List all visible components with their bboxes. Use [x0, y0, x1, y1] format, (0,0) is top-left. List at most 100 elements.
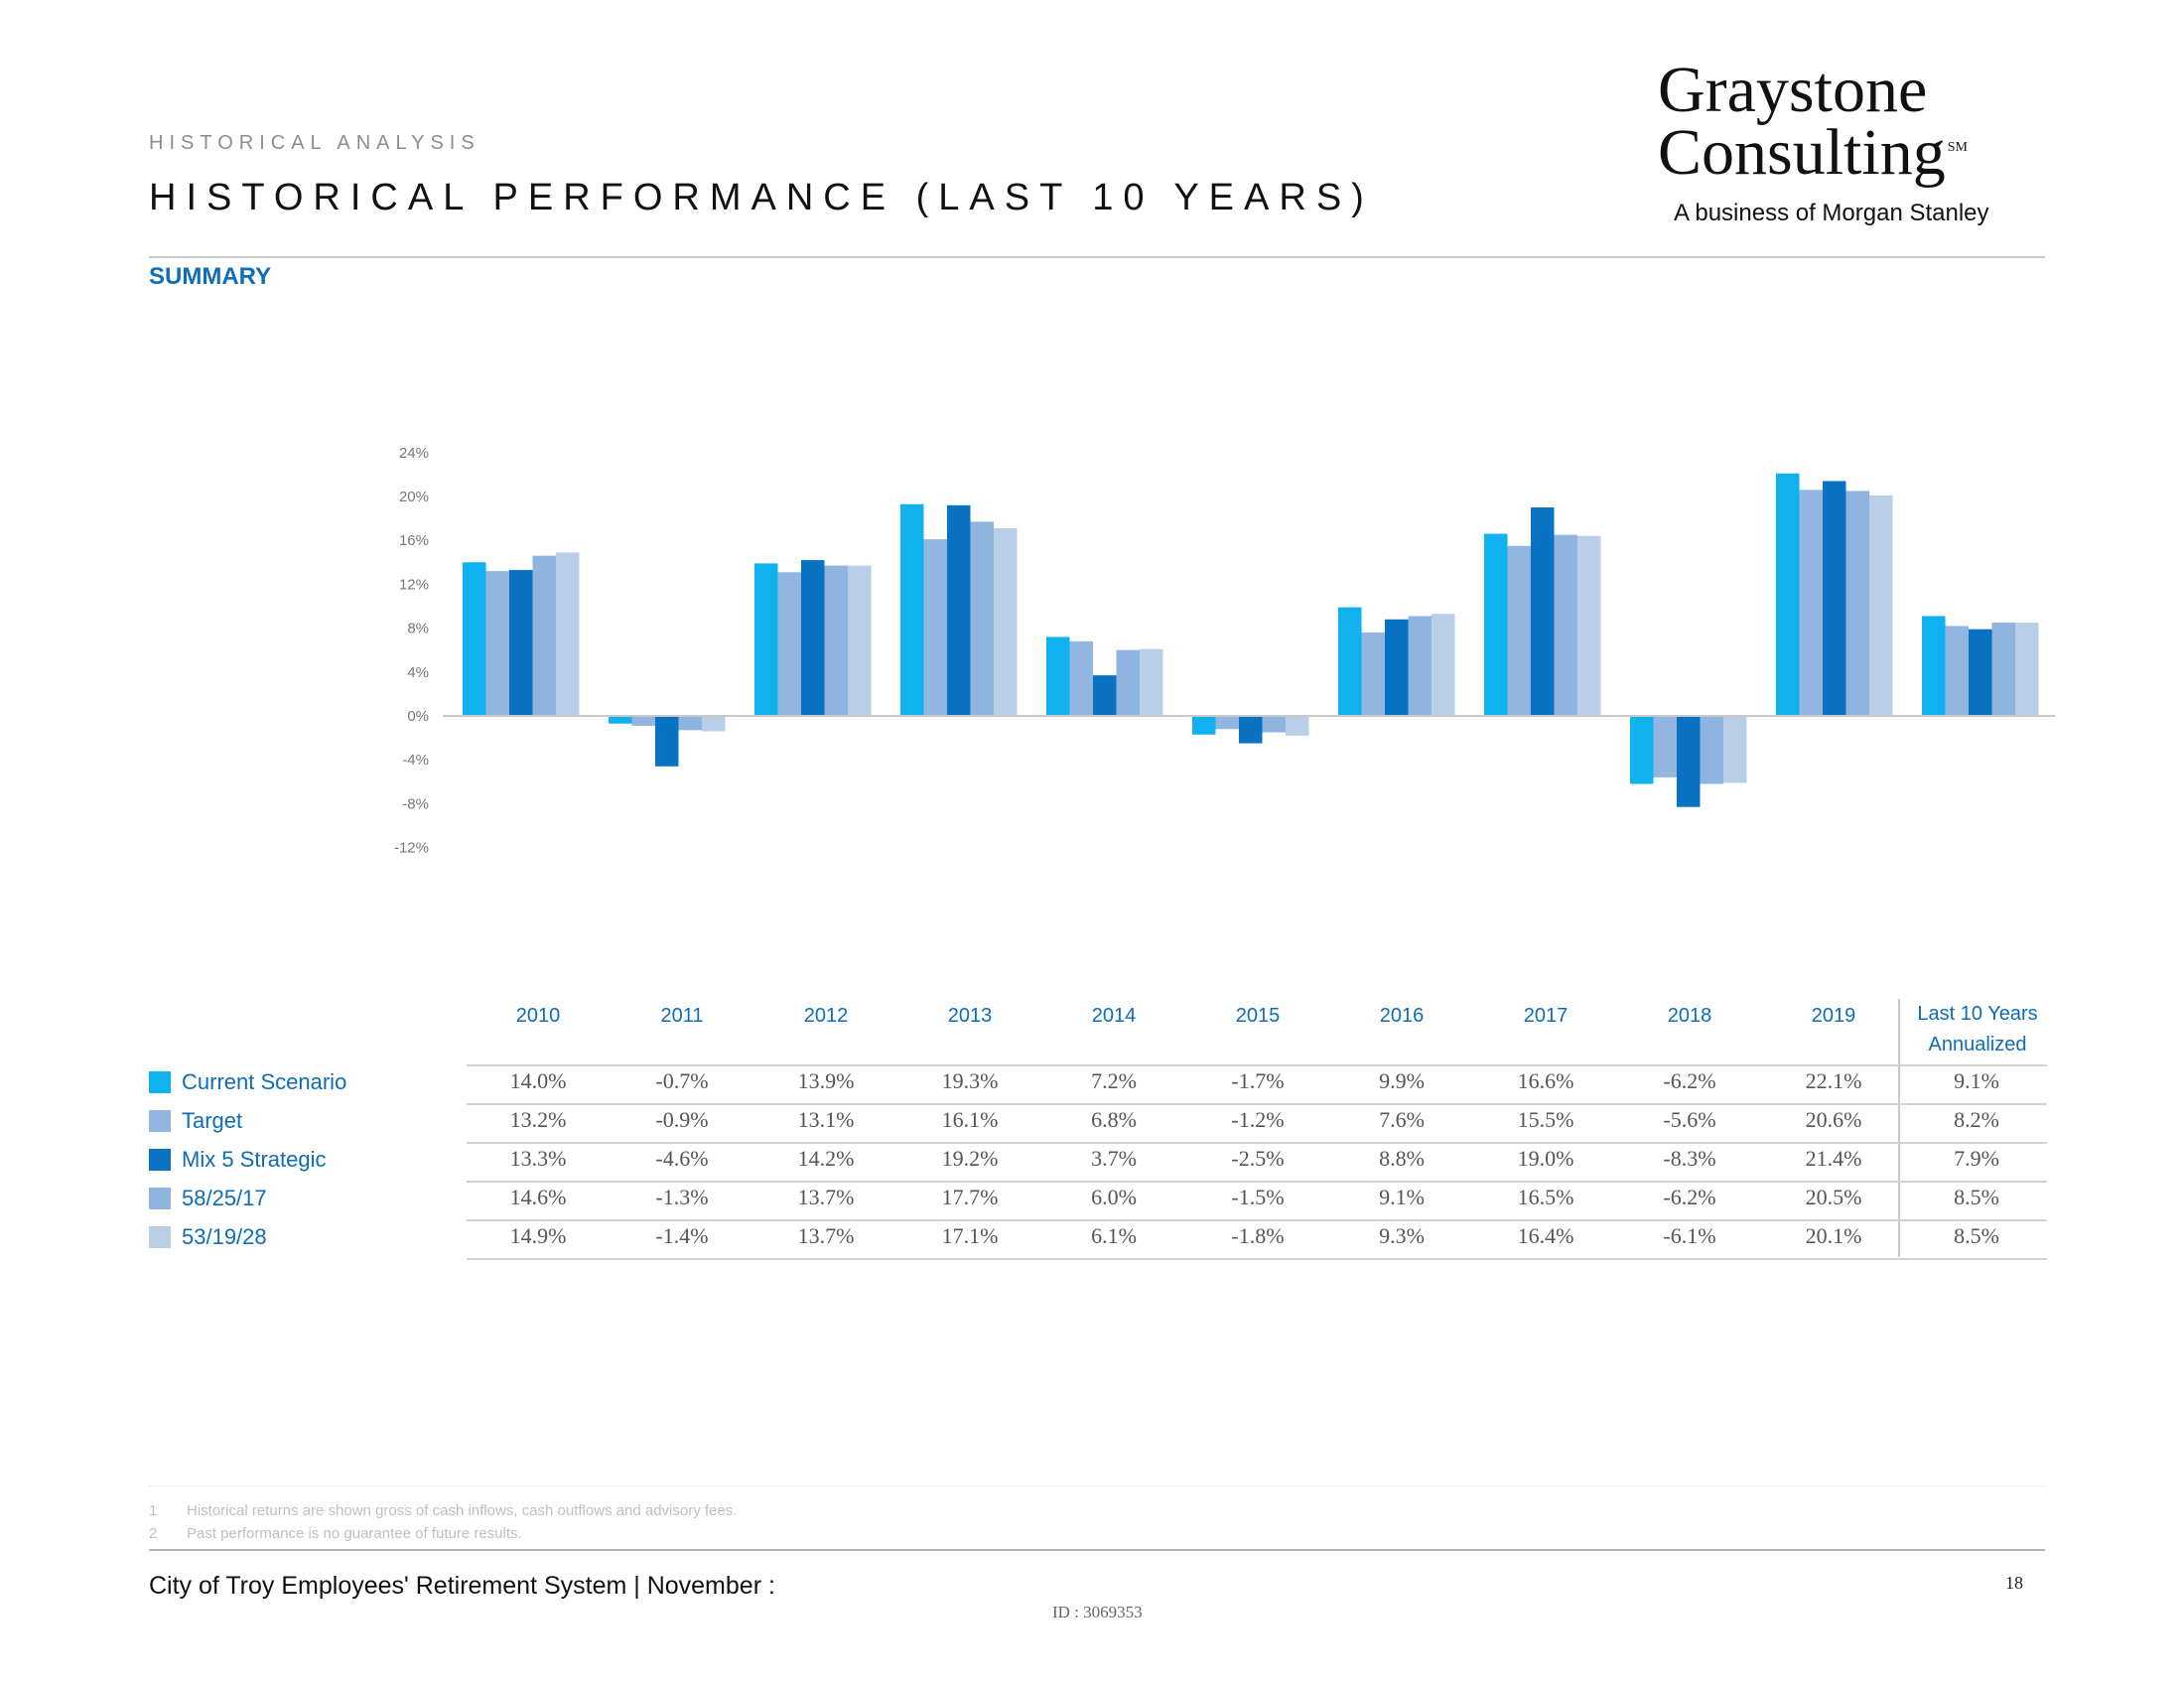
bar-2-0 [754, 563, 778, 716]
bar-9-0 [1776, 473, 1800, 716]
bar-3-0 [900, 503, 924, 716]
legend-label: 53/19/28 [182, 1224, 267, 1249]
bar-7-3 [1554, 534, 1577, 716]
table-cell: 13.7% [797, 1223, 855, 1248]
year-header: 2013 [947, 1005, 993, 1027]
year-header: 2016 [1379, 1005, 1425, 1027]
bar-1-0 [609, 716, 632, 724]
bar-2-3 [824, 565, 848, 716]
bar-9-1 [1799, 490, 1823, 716]
bar-2-4 [848, 565, 872, 716]
y-tick-label: -12% [394, 840, 429, 857]
bar-10-3 [1991, 623, 2015, 716]
logo-line-1: Graystone [1658, 54, 1928, 126]
footer-divider [149, 1549, 2045, 1551]
bar-4-0 [1046, 636, 1070, 716]
table-cell: 7.6% [1379, 1107, 1425, 1132]
table-cell: -1.4% [655, 1223, 709, 1248]
annualized-cell: 8.5% [1954, 1185, 1999, 1209]
table-cell: 22.1% [1805, 1068, 1862, 1093]
bar-10-4 [2015, 623, 2039, 716]
table-cell: 14.0% [509, 1068, 567, 1093]
legend-label: Target [182, 1108, 243, 1133]
annualized-header-line-1: Last 10 Years [1917, 1003, 2038, 1025]
table-cell: 6.0% [1091, 1185, 1137, 1209]
legend-label: Current Scenario [182, 1069, 347, 1094]
table-cell: 14.9% [509, 1223, 567, 1248]
table-cell: 6.8% [1091, 1107, 1137, 1132]
bar-1-1 [631, 716, 655, 726]
bar-7-0 [1484, 533, 1508, 716]
annualized-header: Last 10 Years Annualized [1898, 999, 2057, 1060]
row-divider [467, 1142, 2047, 1144]
table-cell: -6.1% [1663, 1223, 1716, 1248]
table-cell: 13.2% [509, 1107, 567, 1132]
table-cell: 20.5% [1805, 1185, 1862, 1209]
table-cell: 7.2% [1091, 1068, 1137, 1093]
bar-8-4 [1723, 716, 1747, 783]
table-cell: 6.1% [1091, 1223, 1137, 1248]
header-divider [149, 256, 2045, 258]
section-label: SUMMARY [149, 263, 272, 290]
year-header: 2011 [660, 1005, 704, 1027]
bar-5-0 [1192, 716, 1216, 735]
table-cell: -6.2% [1663, 1185, 1716, 1209]
table-cell: -1.5% [1231, 1185, 1285, 1209]
logo-tagline: A business of Morgan Stanley [1674, 200, 1989, 226]
bar-5-2 [1239, 716, 1263, 744]
bar-5-1 [1215, 716, 1239, 730]
y-tick-label: -8% [402, 795, 429, 812]
bar-7-4 [1577, 535, 1601, 716]
bar-2-2 [801, 560, 825, 716]
bar-3-1 [923, 539, 947, 716]
legend-label: Mix 5 Strategic [182, 1147, 327, 1172]
bar-4-1 [1069, 640, 1093, 716]
table-cell: 13.1% [797, 1107, 855, 1132]
table-cell: -8.3% [1663, 1146, 1716, 1171]
bar-3-4 [994, 528, 1018, 716]
bar-1-3 [678, 716, 702, 731]
table-cell: 19.3% [941, 1068, 999, 1093]
year-header: 2012 [803, 1005, 849, 1027]
table-cell: 13.3% [509, 1146, 567, 1171]
bar-8-3 [1700, 716, 1723, 784]
table-cell: -1.8% [1231, 1223, 1285, 1248]
table-cell: 19.2% [941, 1146, 999, 1171]
footnotes: 1 Historical returns are shown gross of c… [149, 1499, 737, 1545]
table-cell: -2.5% [1231, 1146, 1285, 1171]
bar-5-3 [1262, 716, 1286, 733]
legend-swatch [149, 1071, 171, 1093]
bar-6-0 [1338, 607, 1362, 716]
year-header: 2017 [1523, 1005, 1569, 1027]
year-header: 2015 [1235, 1005, 1281, 1027]
table-cell: 16.4% [1517, 1223, 1574, 1248]
document-id: ID : 3069353 [1052, 1603, 1143, 1621]
footnote-divider [149, 1485, 2045, 1486]
legend-swatch [149, 1188, 171, 1209]
bar-4-2 [1093, 675, 1117, 716]
table-cell: 8.8% [1379, 1146, 1425, 1171]
legend-swatch [149, 1149, 171, 1171]
bar-0-4 [556, 552, 580, 716]
bar-1-2 [655, 716, 679, 767]
bar-3-2 [947, 504, 971, 716]
y-tick-label: 12% [399, 576, 429, 593]
year-header: 2010 [515, 1005, 561, 1027]
y-tick-label: 0% [407, 708, 429, 725]
year-header: 2019 [1811, 1005, 1856, 1027]
footnote-1: 1 Historical returns are shown gross of c… [149, 1502, 738, 1519]
table-cell: 14.2% [797, 1146, 855, 1171]
annualized-cell: 8.2% [1954, 1107, 1999, 1132]
table-cell: 16.6% [1517, 1068, 1574, 1093]
bar-0-1 [485, 571, 509, 716]
table-cell: 13.7% [797, 1185, 855, 1209]
row-divider [467, 1103, 2047, 1105]
bar-0-2 [509, 570, 533, 716]
bar-6-3 [1408, 616, 1432, 716]
annualized-column-separator [1898, 999, 1900, 1257]
company-logo: Graystone Consulting SM A business of Mor… [1658, 54, 1995, 227]
legend-label: 58/25/17 [182, 1186, 267, 1210]
bar-6-4 [1432, 614, 1455, 716]
table-cell: 20.1% [1805, 1223, 1862, 1248]
table-cell: 15.5% [1517, 1107, 1574, 1132]
